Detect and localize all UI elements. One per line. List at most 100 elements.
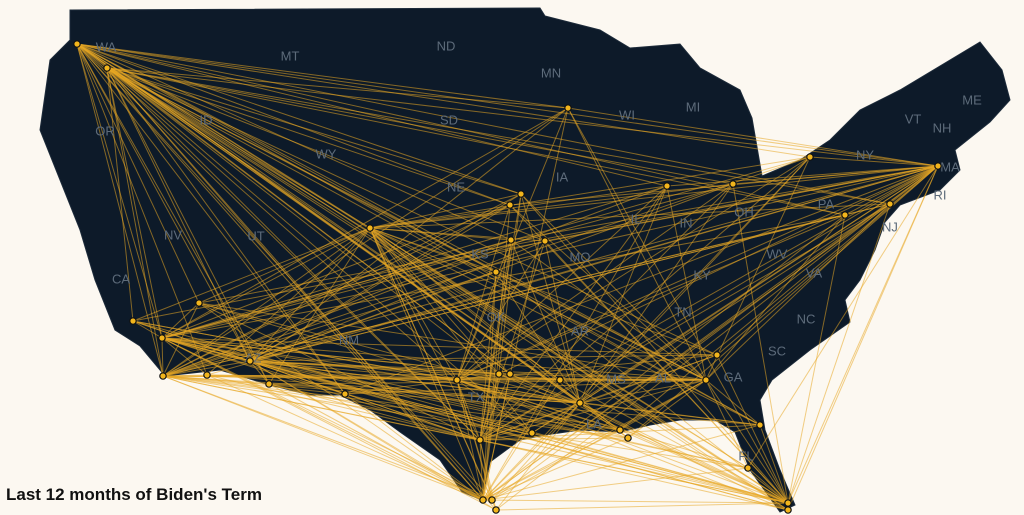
route xyxy=(162,204,511,377)
route xyxy=(666,185,707,381)
route xyxy=(162,227,371,377)
route xyxy=(479,439,789,511)
route xyxy=(106,67,134,322)
route xyxy=(369,156,811,229)
airport-dot xyxy=(488,496,496,504)
state-label: ID xyxy=(200,112,213,127)
airport-dot xyxy=(492,268,500,276)
route xyxy=(531,432,789,504)
route xyxy=(249,227,371,362)
airport-dot xyxy=(507,236,515,244)
route xyxy=(198,302,707,381)
route xyxy=(249,360,789,504)
route xyxy=(482,437,629,501)
route xyxy=(198,227,371,304)
route xyxy=(161,337,481,441)
route xyxy=(759,424,789,504)
state-label: MT xyxy=(281,48,300,63)
route xyxy=(369,183,734,229)
route xyxy=(787,165,939,511)
route xyxy=(162,239,512,377)
route xyxy=(456,239,512,381)
route xyxy=(249,354,718,362)
route xyxy=(520,193,707,381)
route xyxy=(479,183,734,441)
state-label: MI xyxy=(686,99,700,114)
state-label: NM xyxy=(339,332,359,347)
state-label: KS xyxy=(471,246,489,261)
state-label: KY xyxy=(693,267,711,282)
airport-dot xyxy=(341,390,349,398)
route xyxy=(249,240,546,362)
route xyxy=(206,374,484,501)
state-label: PA xyxy=(818,196,835,211)
airport-dot xyxy=(73,40,81,48)
route xyxy=(162,375,749,469)
route xyxy=(479,271,497,441)
route xyxy=(268,383,481,441)
airport-dot xyxy=(129,317,137,325)
route xyxy=(249,360,621,431)
state-label: MS xyxy=(606,371,626,386)
route xyxy=(106,67,500,375)
route xyxy=(161,337,164,377)
route xyxy=(456,379,581,404)
route xyxy=(787,203,891,504)
route xyxy=(161,337,208,376)
route xyxy=(619,165,939,431)
route xyxy=(479,439,484,501)
route xyxy=(344,379,707,395)
route xyxy=(510,239,707,381)
route xyxy=(369,203,891,229)
route xyxy=(106,67,511,375)
route xyxy=(479,432,533,441)
route xyxy=(705,156,811,381)
route xyxy=(76,43,458,381)
state-label: LA xyxy=(586,416,602,431)
route xyxy=(344,393,484,501)
route xyxy=(106,67,749,469)
route xyxy=(716,354,789,504)
route xyxy=(479,373,500,441)
route xyxy=(509,204,707,381)
state-label: WV xyxy=(767,246,788,261)
route xyxy=(456,240,546,381)
route xyxy=(531,165,939,434)
airport-dot xyxy=(702,376,710,384)
airport-dot xyxy=(476,436,484,444)
state-label: GA xyxy=(724,369,743,384)
airport-dot xyxy=(616,426,624,434)
state-label: AR xyxy=(571,323,589,338)
airport-dot xyxy=(453,376,461,384)
route xyxy=(206,165,939,376)
route xyxy=(132,227,371,322)
state-label: SD xyxy=(440,112,458,127)
state-label: IN xyxy=(680,215,693,230)
route xyxy=(106,67,522,195)
route xyxy=(106,67,734,185)
route xyxy=(495,271,707,381)
route xyxy=(479,239,512,441)
airport-dot xyxy=(479,496,487,504)
airport-dot xyxy=(246,357,254,365)
route xyxy=(76,43,789,504)
route xyxy=(162,156,811,377)
route xyxy=(844,165,939,216)
route xyxy=(498,165,939,375)
route xyxy=(106,67,569,109)
state-label: MO xyxy=(570,249,591,264)
route xyxy=(161,337,458,381)
airport-dot xyxy=(729,180,737,188)
route xyxy=(482,165,939,501)
route xyxy=(456,379,629,439)
route xyxy=(198,165,939,304)
route xyxy=(479,439,789,504)
airports xyxy=(73,40,942,514)
state-labels: WA MT ND MN OR ID SD WI MI WY NY VT NH ME MA NE IA RI NV UT… xyxy=(95,38,982,463)
state-label: OR xyxy=(95,123,115,138)
route xyxy=(206,227,371,376)
airport-dot xyxy=(841,211,849,219)
route xyxy=(509,373,581,404)
route xyxy=(161,337,621,431)
route xyxy=(482,379,707,501)
